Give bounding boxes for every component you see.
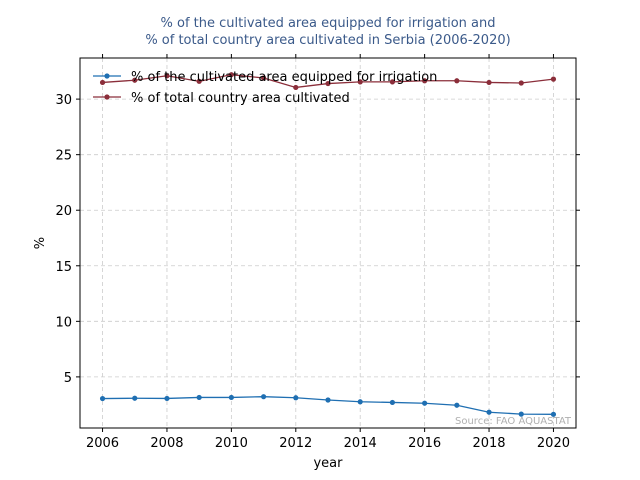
y-tick-label: 15 — [55, 260, 72, 275]
legend: % of the cultivated area equipped for ir… — [93, 70, 437, 106]
legend-item: % of the cultivated area equipped for ir… — [93, 70, 437, 85]
y-axis: 5 10 15 20 25 30 — [55, 93, 580, 386]
y-tick-label: 25 — [55, 149, 72, 164]
source-note: Source: FAO AQUASTAT — [455, 416, 572, 427]
data-point — [550, 411, 557, 417]
data-point — [422, 400, 428, 406]
data-point — [196, 78, 202, 84]
data-point — [293, 84, 299, 91]
data-point — [454, 78, 460, 84]
data-point — [260, 75, 267, 81]
x-axis-label: year — [313, 456, 343, 471]
series-group — [99, 72, 557, 417]
data-point — [486, 409, 492, 415]
data-point — [196, 394, 202, 401]
y-tick-label: 10 — [55, 315, 72, 330]
plot-area-frame — [79, 57, 577, 429]
x-axis: 2006 2008 2010 2012 2014 2016 2018 2020 — [86, 54, 570, 451]
data-point — [389, 399, 396, 406]
series-2 — [99, 72, 557, 91]
legend-marker — [104, 94, 110, 100]
y-axis-label: % — [33, 237, 48, 249]
legend-label: % of total country area cultivated — [131, 91, 350, 106]
y-tick-label: 20 — [55, 204, 72, 219]
data-point — [422, 78, 428, 84]
y-tick-label: 5 — [64, 371, 72, 386]
data-point — [550, 76, 557, 82]
data-point — [99, 79, 106, 86]
chart-title-line1: % of the cultivated area equipped for ir… — [161, 16, 496, 31]
data-point — [164, 73, 170, 79]
data-point — [228, 72, 234, 78]
x-tick-label: 2016 — [408, 436, 441, 451]
data-point — [357, 399, 363, 405]
series-1 — [99, 394, 557, 417]
data-point — [132, 77, 138, 83]
legend-marker — [104, 73, 110, 79]
data-point — [325, 397, 331, 403]
data-point — [325, 80, 331, 87]
x-tick-label: 2006 — [86, 436, 119, 451]
data-point — [164, 395, 170, 402]
data-point — [518, 411, 524, 417]
legend-item: % of total country area cultivated — [93, 91, 350, 106]
data-point — [357, 79, 363, 85]
grid — [80, 58, 576, 428]
x-tick-label: 2020 — [537, 436, 570, 451]
y-tick-label: 30 — [55, 93, 72, 108]
x-tick-label: 2010 — [215, 436, 248, 451]
x-tick-label: 2014 — [344, 436, 377, 451]
data-point — [260, 394, 267, 400]
data-point — [486, 79, 492, 86]
data-point — [293, 395, 299, 401]
data-point — [99, 395, 106, 402]
x-tick-label: 2012 — [279, 436, 312, 451]
data-point — [228, 394, 234, 401]
x-tick-label: 2018 — [472, 436, 505, 451]
legend-label: % of the cultivated area equipped for ir… — [131, 70, 437, 85]
chart-title-line2: % of total country area cultivated in Se… — [145, 33, 510, 48]
data-point — [389, 79, 396, 85]
data-point — [518, 80, 524, 86]
x-tick-label: 2008 — [150, 436, 183, 451]
data-point — [132, 395, 138, 401]
data-point — [454, 402, 460, 408]
